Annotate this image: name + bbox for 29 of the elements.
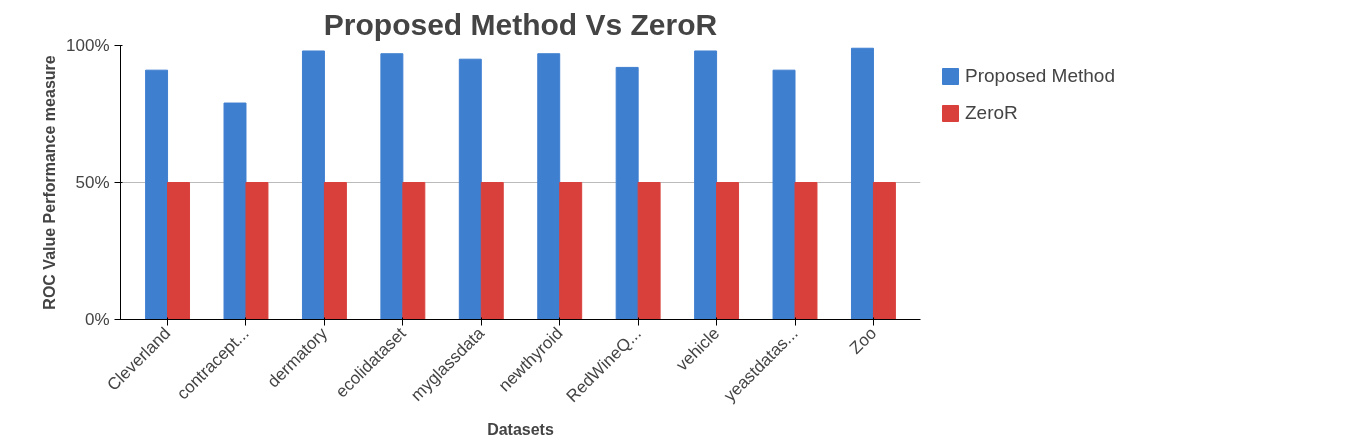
bar [637, 182, 661, 320]
bar [458, 58, 482, 320]
bar [794, 182, 818, 320]
bar [402, 182, 426, 320]
bar [872, 182, 896, 320]
x-axis-title: Datasets [487, 420, 554, 438]
bar [537, 53, 561, 320]
bar [223, 102, 247, 320]
bar [559, 182, 583, 320]
bar [772, 69, 796, 320]
y-tick-label: 0% [84, 310, 110, 329]
legend-label: ZeroR [965, 102, 1018, 124]
bar [323, 182, 347, 320]
bar [380, 53, 404, 320]
y-axis-title: ROC Value Performance measure [41, 55, 59, 310]
bar [480, 182, 504, 320]
bar [301, 50, 325, 320]
bar [850, 47, 874, 320]
y-tick-label: 100% [66, 36, 110, 55]
bar [245, 182, 269, 320]
bar [615, 66, 639, 320]
x-tick-label: Zoo [846, 323, 881, 358]
bar [167, 182, 191, 320]
legend-label: Proposed Method [965, 65, 1115, 87]
bar [716, 182, 740, 320]
bar [694, 50, 718, 320]
y-tick-label: 50% [75, 173, 110, 192]
chart-title: Proposed Method Vs ZeroR [323, 7, 718, 41]
bar [145, 69, 169, 320]
